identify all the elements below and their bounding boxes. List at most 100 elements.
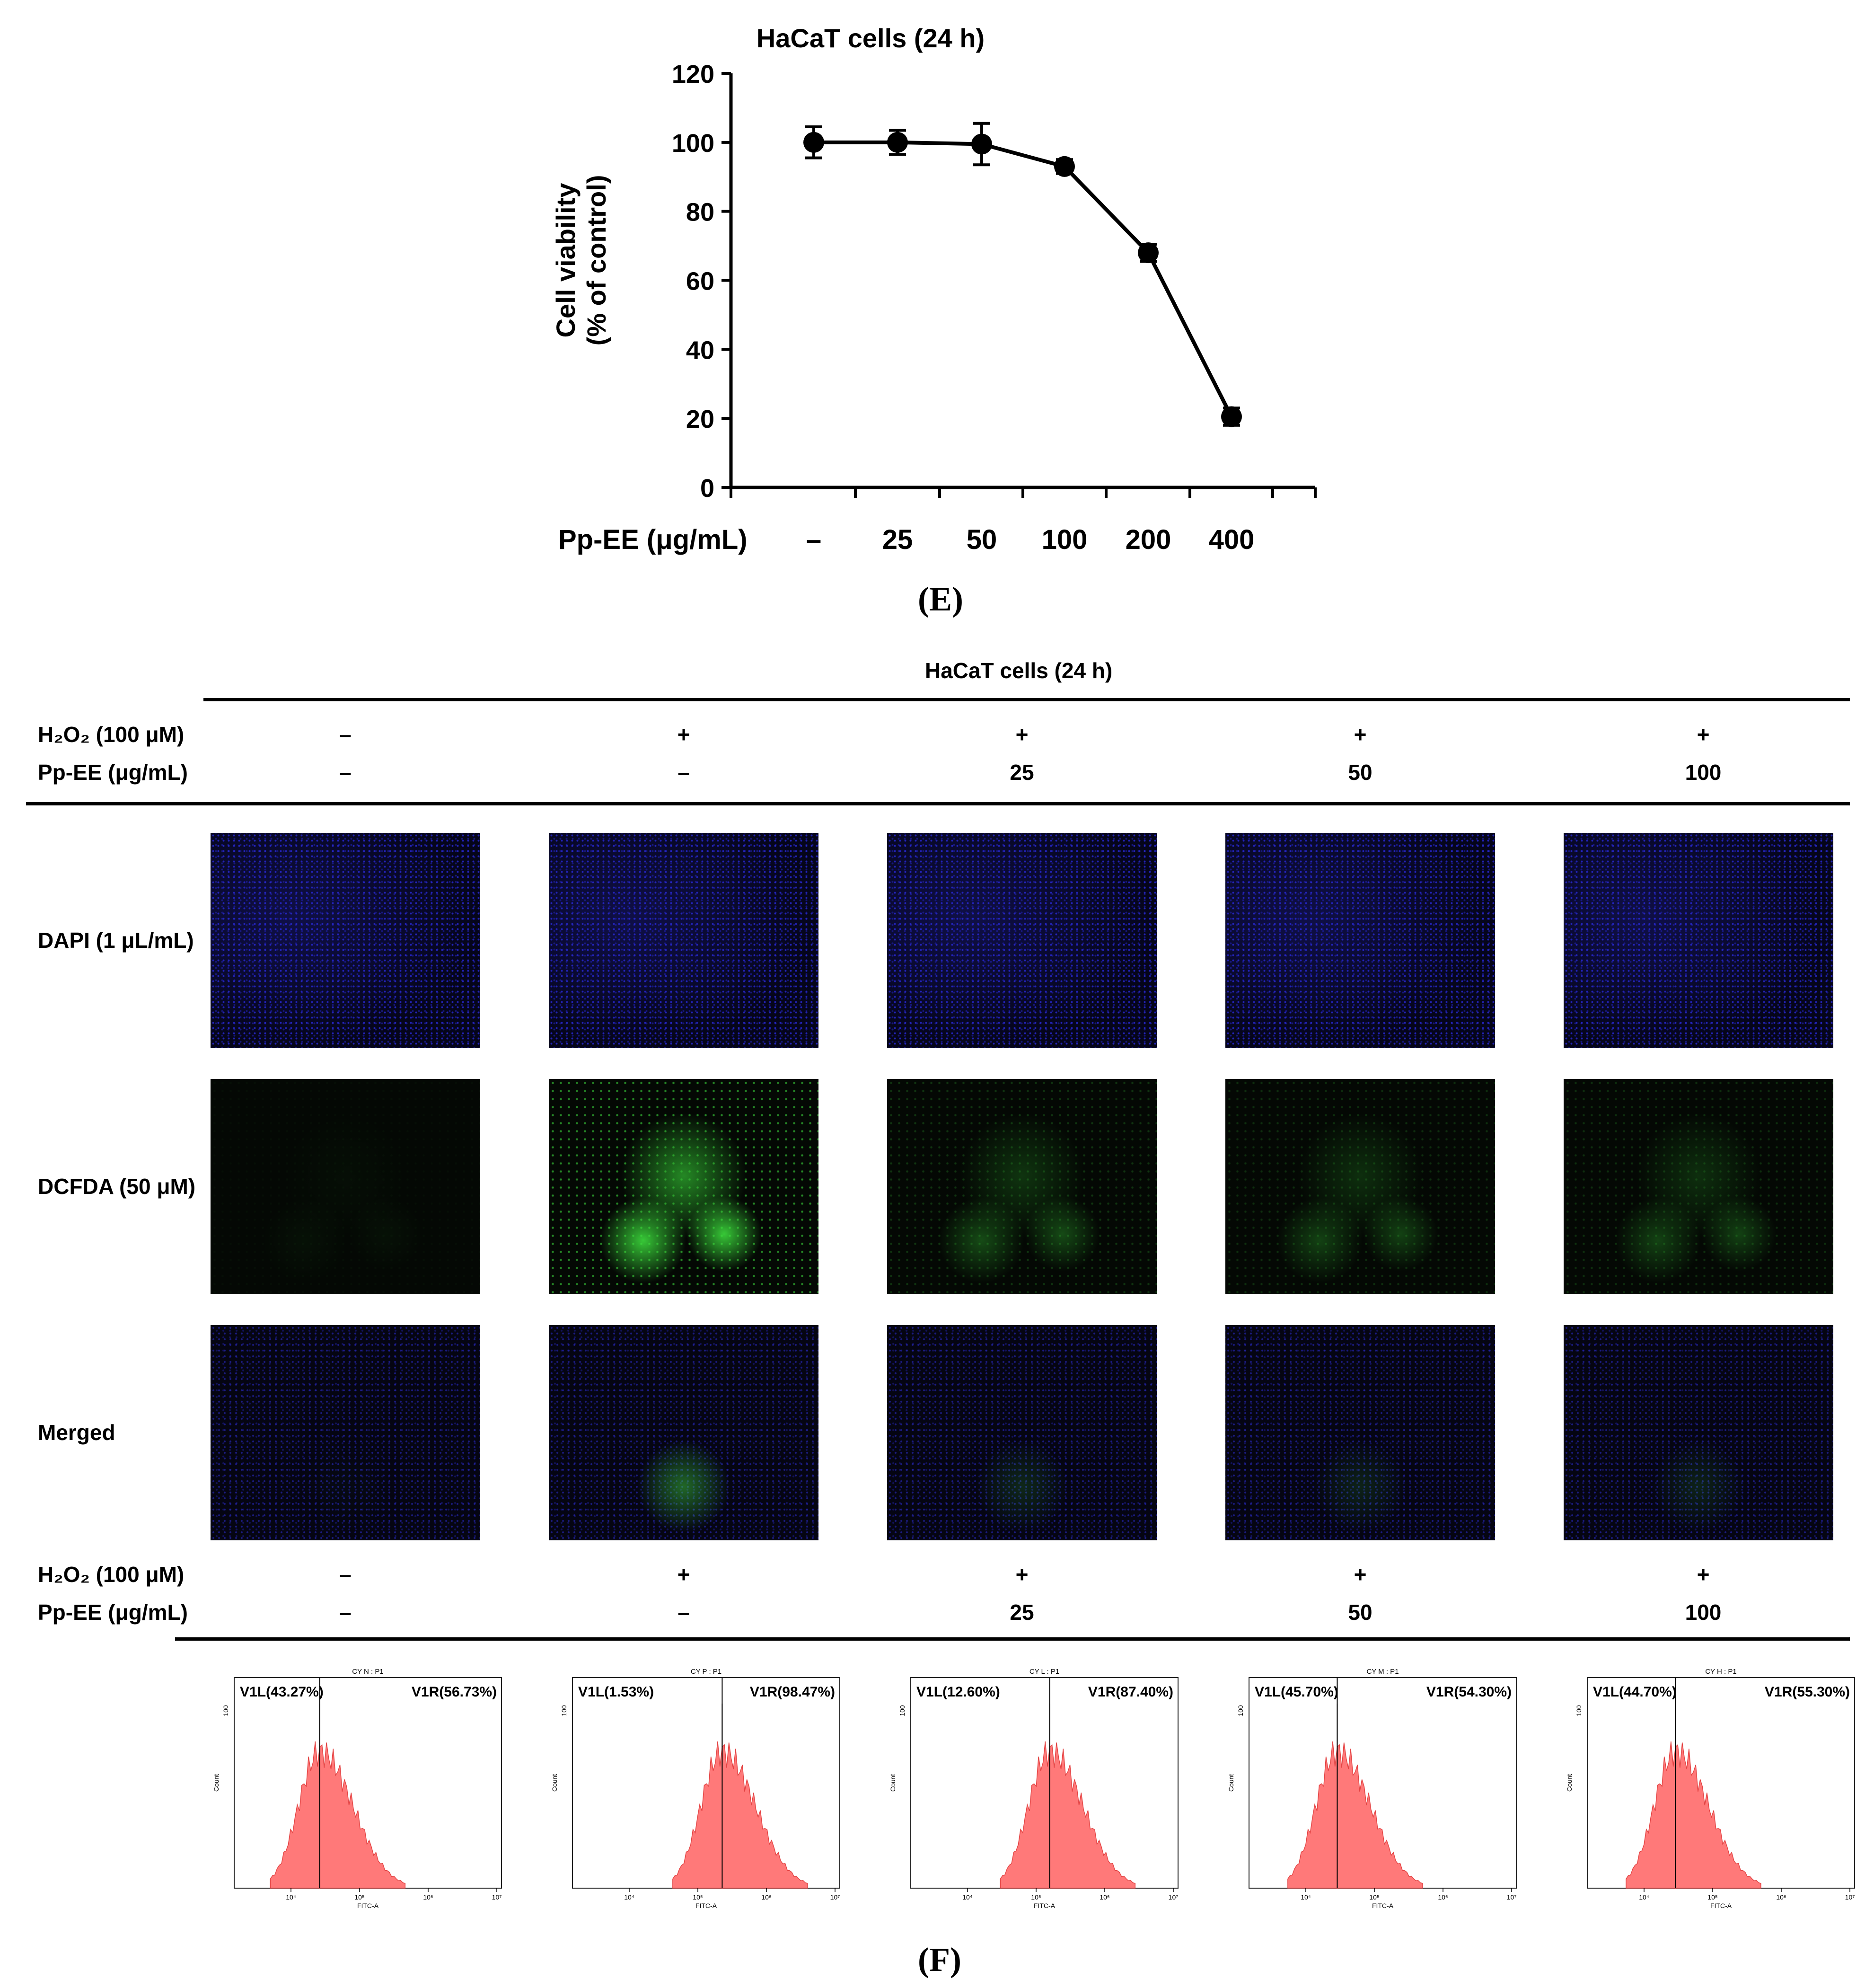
chart-axes: 0 20 40 60 80 100 120 – 25 50 100 200 400 [672,60,1317,555]
flow-x-tick-label: 10⁶ [761,1893,771,1901]
point-marker [1054,156,1075,177]
h2o2-cell: + [1015,722,1029,747]
x-tick-label: 200 [1126,524,1171,555]
point-marker [887,132,908,153]
y-tick-label: 120 [672,60,714,88]
flow-x-tick-label: 10⁴ [1301,1893,1311,1901]
ppee-cell-lower: – [339,1600,352,1625]
x-tick-label: 100 [1042,524,1088,555]
histogram-area [1000,1741,1136,1889]
ppee-row-label: Pp-EE (μg/mL) [38,760,188,785]
dcfda-image [549,1079,818,1294]
histogram-area [1626,1741,1761,1889]
gate-right-label: V1R(55.30%) [1765,1684,1850,1700]
ppee-cell-lower: 50 [1348,1600,1373,1625]
flow-x-tick-label: 10⁴ [1639,1893,1649,1901]
flow-x-tick-label: 10⁷ [1169,1893,1179,1901]
merged-image [1225,1325,1495,1540]
flow-x-tick-label: 10⁷ [1845,1893,1855,1901]
top-rule-2 [26,802,1850,805]
point-marker [1138,242,1159,264]
flow-x-tick-label: 10⁵ [1707,1893,1717,1901]
flow-y-label: Count [212,1774,220,1792]
merged-image [211,1325,480,1540]
flow-y-max-label: 100 [560,1705,568,1716]
panel-f-title: HaCaT cells (24 h) [925,658,1113,683]
h2o2-cell-lower: + [1015,1562,1029,1587]
ppee-cell-lower: 100 [1685,1600,1722,1625]
data-point [803,125,824,159]
flow-y-label: Count [1227,1774,1235,1792]
flow-sample-name: CY M : P1 [1366,1668,1399,1676]
histogram-area [672,1741,808,1889]
dapi-image [1225,833,1495,1048]
panel-label-e: (E) [918,580,963,618]
flow-y-label: Count [1566,1774,1573,1792]
gate-right-label: V1R(98.47%) [750,1684,835,1700]
flow-x-label: FITC-A [1710,1902,1732,1909]
data-point [1138,242,1159,264]
x-tick-label: – [806,524,821,555]
flow-x-label: FITC-A [357,1902,379,1909]
h2o2-cell-lower: – [339,1562,352,1587]
x-axis-label: Pp-EE (μg/mL) [558,524,748,555]
point-marker [803,132,824,153]
ppee-cell: 50 [1348,760,1373,785]
flow-x-tick-label: 10⁵ [693,1893,703,1901]
flow-x-label: FITC-A [1372,1902,1394,1909]
ppee-cell: – [677,760,690,785]
y-tick-label: 100 [672,129,714,158]
dapi-image [549,833,818,1048]
gate-right-label: V1R(87.40%) [1088,1684,1173,1700]
gate-left-label: V1L(44.70%) [1593,1684,1677,1700]
flow-x-tick-label: 10⁴ [962,1893,973,1901]
image-row-label: DCFDA (50 μM) [38,1174,196,1199]
dcfda-image [1225,1079,1495,1294]
y-tick-label: 40 [686,336,714,364]
h2o2-cell-lower: + [1697,1562,1710,1587]
flow-x-tick-label: 10⁶ [1100,1893,1109,1901]
flow-histogram: CY M : P1 V1L(45.70%) V1R(54.30%) 10⁴ 10⁵ 10⁶… [1227,1668,1517,1909]
h2o2-cell: – [339,722,352,747]
dcfda-image [211,1079,480,1294]
flow-x-tick-label: 10⁶ [1776,1893,1786,1901]
dapi-image [1564,833,1833,1048]
h2o2-cell: + [1697,722,1710,747]
merged-image [887,1325,1157,1540]
chart-title: HaCaT cells (24 h) [757,23,985,53]
flow-y-max-label: 100 [222,1705,229,1716]
flow-sample-name: CY L : P1 [1029,1668,1059,1676]
gate-left-label: V1L(1.53%) [578,1684,654,1700]
flow-y-max-label: 100 [1575,1705,1583,1716]
flow-histogram: CY N : P1 V1L(43.27%) V1R(56.73%) 10⁴ 10⁵ 10⁶… [212,1668,502,1909]
h2o2-row-label: H₂O₂ (100 μM) [38,722,185,747]
histogram-area [1287,1741,1423,1889]
gate-left-label: V1L(12.60%) [916,1684,1000,1700]
ppee-cell: 25 [1010,760,1034,785]
dcfda-image [1564,1079,1833,1294]
panel-label-f: (F) [918,1941,961,1979]
flow-x-tick-label: 10⁷ [492,1893,502,1901]
flow-x-label: FITC-A [695,1902,717,1909]
dapi-image [211,833,480,1048]
h2o2-cell-lower: + [1354,1562,1367,1587]
ppee-cell: 100 [1685,760,1722,785]
x-tick-label: 25 [882,524,913,555]
merged-image [1564,1325,1833,1540]
flow-y-max-label: 100 [898,1705,906,1716]
flow-histogram: CY H : P1 V1L(44.70%) V1R(55.30%) 10⁴ 10⁵ 10⁶… [1566,1668,1855,1909]
y-tick-label: 0 [700,474,714,503]
h2o2-row-label-lower: H₂O₂ (100 μM) [38,1562,185,1587]
y-tick-label: 60 [686,267,714,296]
data-point [971,122,992,167]
flow-sample-name: CY P : P1 [691,1668,721,1676]
flow-x-tick-label: 10⁷ [830,1893,840,1901]
flow-x-label: FITC-A [1034,1902,1056,1909]
flow-sample-name: CY H : P1 [1705,1668,1736,1676]
point-marker [1221,406,1242,427]
merged-image [549,1325,818,1540]
y-tick-label: 20 [686,405,714,433]
flow-x-tick-label: 10⁵ [1031,1893,1041,1901]
point-marker [971,133,992,155]
viability-chart: HaCaT cells (24 h) Cell viability (% of … [551,23,1317,555]
